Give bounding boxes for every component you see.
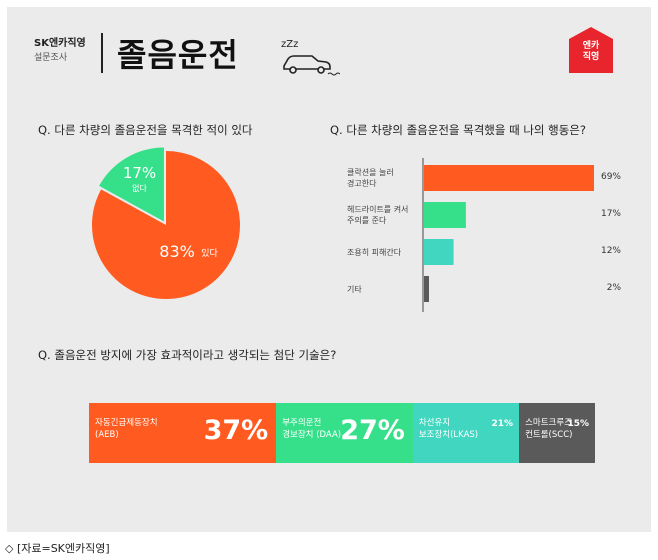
question-1: Q. 다른 차량의 졸음운전을 목격한 적이 있다 — [38, 123, 253, 137]
brand-subtitle: 설문조사 — [34, 53, 68, 63]
reaction-bar-category: 조용히 피해간다 — [347, 247, 402, 257]
question-3: Q. 졸음운전 방지에 가장 효과적이라고 생각되는 첨단 기술은? — [38, 348, 337, 362]
tech-segment: 차선유지 보조장치(LKAS) 21% — [412, 403, 520, 463]
reaction-bar-category: 헤드라이트를 켜서 주의를 준다 — [347, 205, 409, 225]
pie-category-label: 없다 — [132, 184, 147, 193]
sleepy-car-icon: zZz — [281, 39, 340, 76]
tech-segment-value: 27% — [340, 415, 405, 446]
pie-slice-1 — [91, 151, 240, 299]
tech-segment: 부주의운전 경보장치 (DAA) 27% — [276, 403, 413, 463]
pie-category-label: 있다 — [201, 247, 218, 259]
reaction-bar-value: 2% — [606, 283, 621, 293]
sleep-text: zZz — [281, 39, 298, 50]
source-note: ◇ [자료=SK엔카직영] — [5, 542, 110, 555]
reaction-bar-value: 17% — [600, 209, 621, 219]
tech-segment-value: 15% — [567, 419, 589, 429]
page-title: 졸음운전 — [117, 36, 239, 74]
tech-segment-label: 자동긴급제동장치 (AEB) — [95, 418, 158, 440]
question-2: Q. 다른 차량의 졸음운전을 목격했을 때 나의 행동은? — [330, 123, 586, 137]
encar-logo-icon — [569, 27, 613, 73]
tech-segment-value: 21% — [491, 419, 514, 429]
reaction-bar-category: 클락션을 눌러 경고한다 — [347, 168, 394, 188]
reaction-bar-value: 69% — [600, 172, 621, 182]
brand-name: SK엔카직영 — [34, 38, 86, 49]
tech-segment-label: 스마트크루즈 컨트롤(SCC) — [525, 418, 573, 440]
logo-label: 엔카 직영 — [582, 41, 600, 62]
title-divider — [101, 33, 103, 73]
tech-segment: 자동긴급제동장치 (AEB) 37% — [89, 403, 277, 463]
tech-segment-value: 37% — [203, 415, 269, 446]
reaction-bar-category: 기타 — [347, 284, 362, 294]
pie-slice-2 — [99, 147, 164, 222]
witness-pie-chart: 83% 있다 17% 없다 — [91, 147, 240, 299]
tech-segment-label: 부주의운전 경보장치 (DAA) — [282, 418, 342, 440]
pie-value-label: 17% — [123, 164, 156, 182]
tech-segment-label: 차선유지 보조장치(LKAS) — [418, 418, 479, 440]
pie-value-label: 83% — [159, 242, 195, 261]
reaction-bar-value: 12% — [600, 246, 621, 256]
tech-segment: 스마트크루즈 컨트롤(SCC) 15% — [519, 403, 595, 463]
